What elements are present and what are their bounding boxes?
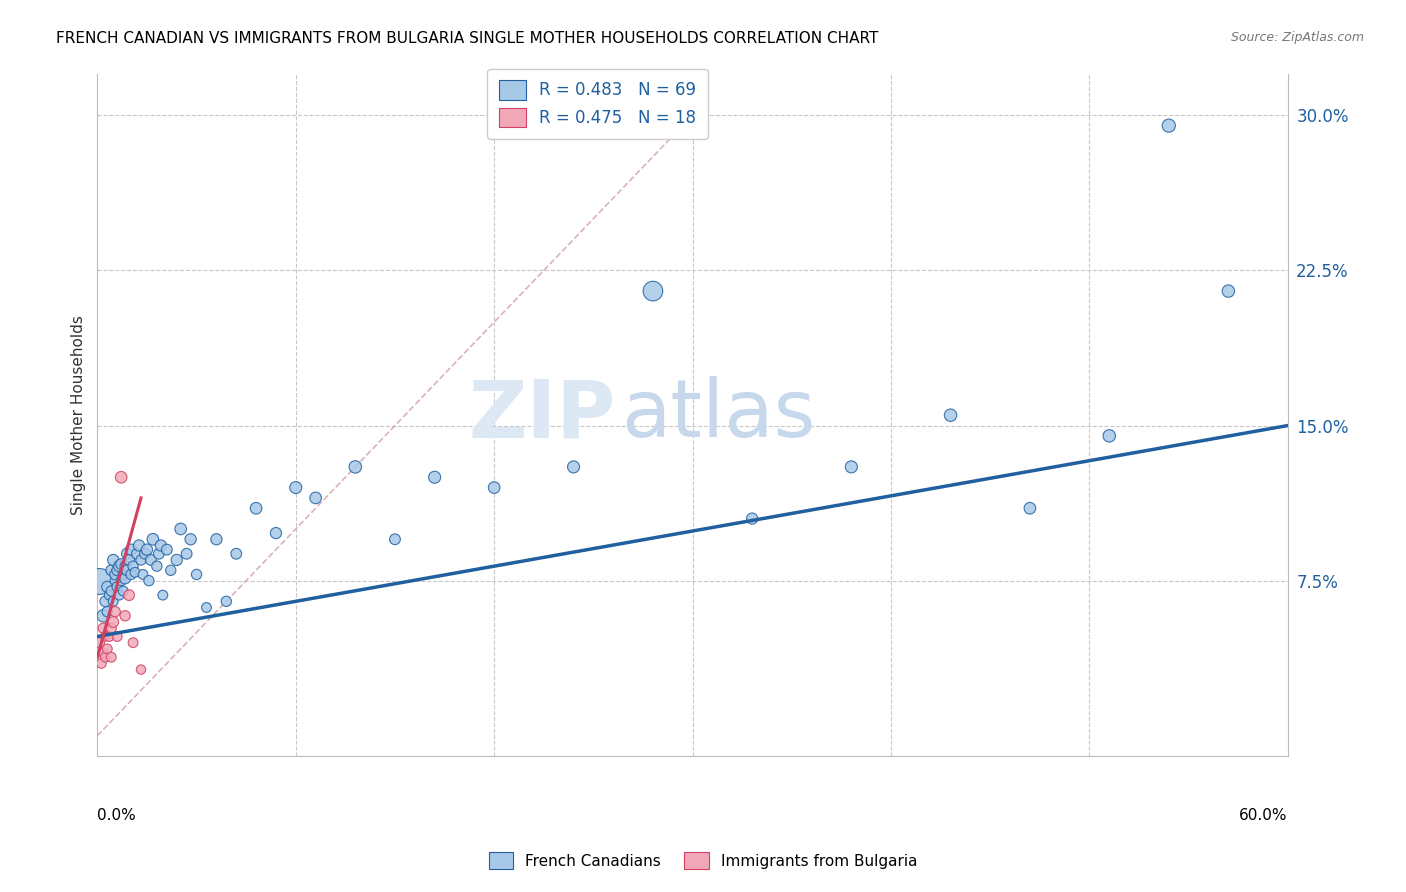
Point bbox=[1157, 119, 1180, 133]
Point bbox=[114, 572, 136, 586]
Point bbox=[104, 574, 127, 588]
Point bbox=[112, 584, 135, 599]
Point bbox=[139, 553, 162, 567]
Point bbox=[132, 567, 155, 582]
Point bbox=[215, 594, 238, 608]
Point bbox=[170, 522, 193, 536]
Point bbox=[108, 559, 131, 574]
Point bbox=[264, 526, 287, 541]
Text: FRENCH CANADIAN VS IMMIGRANTS FROM BULGARIA SINGLE MOTHER HOUSEHOLDS CORRELATION: FRENCH CANADIAN VS IMMIGRANTS FROM BULGA… bbox=[56, 31, 879, 46]
Point bbox=[104, 567, 127, 582]
Point bbox=[122, 636, 145, 650]
Point bbox=[103, 594, 125, 608]
Point bbox=[148, 547, 170, 561]
Point bbox=[105, 630, 128, 644]
Point bbox=[110, 470, 132, 484]
Point bbox=[344, 459, 367, 474]
Point bbox=[96, 605, 118, 619]
Point bbox=[110, 574, 132, 588]
Point bbox=[149, 539, 172, 553]
Point bbox=[103, 553, 125, 567]
Point bbox=[641, 284, 664, 298]
Point bbox=[89, 636, 111, 650]
Point bbox=[138, 574, 160, 588]
Point bbox=[245, 501, 267, 516]
Point bbox=[110, 557, 132, 571]
Point bbox=[100, 584, 122, 599]
Point bbox=[105, 580, 128, 594]
Point bbox=[482, 481, 505, 495]
Point bbox=[741, 511, 763, 525]
Point bbox=[103, 615, 125, 629]
Text: ZIP: ZIP bbox=[468, 376, 616, 454]
Point bbox=[152, 588, 174, 602]
Point bbox=[136, 542, 159, 557]
Point bbox=[124, 566, 146, 580]
Point bbox=[90, 657, 112, 671]
Point bbox=[108, 588, 131, 602]
Point bbox=[91, 646, 114, 660]
Point bbox=[122, 559, 145, 574]
Point bbox=[96, 580, 118, 594]
Point bbox=[118, 588, 141, 602]
Text: atlas: atlas bbox=[621, 376, 815, 454]
Point bbox=[129, 553, 152, 567]
Point bbox=[100, 621, 122, 635]
Point bbox=[156, 542, 179, 557]
Point bbox=[118, 553, 141, 567]
Point bbox=[142, 533, 165, 547]
Point bbox=[1218, 284, 1240, 298]
Point bbox=[91, 608, 114, 623]
Point bbox=[562, 459, 585, 474]
Point bbox=[159, 563, 181, 577]
Point bbox=[176, 547, 198, 561]
Point bbox=[120, 542, 142, 557]
Point bbox=[100, 650, 122, 665]
Point bbox=[89, 574, 111, 588]
Point bbox=[1098, 429, 1121, 443]
Point bbox=[98, 630, 121, 644]
Point bbox=[384, 533, 406, 547]
Point bbox=[115, 563, 138, 577]
Point bbox=[129, 663, 152, 677]
Point bbox=[115, 547, 138, 561]
Point bbox=[284, 481, 307, 495]
Point bbox=[98, 588, 121, 602]
Point bbox=[94, 630, 117, 644]
Point bbox=[225, 547, 247, 561]
Point bbox=[114, 559, 136, 574]
Point bbox=[104, 605, 127, 619]
Point bbox=[120, 567, 142, 582]
Point bbox=[94, 650, 117, 665]
Point bbox=[841, 459, 863, 474]
Point bbox=[128, 539, 150, 553]
Text: 0.0%: 0.0% bbox=[97, 808, 136, 823]
Point bbox=[195, 600, 218, 615]
Point bbox=[304, 491, 326, 505]
Point bbox=[166, 553, 188, 567]
Text: 60.0%: 60.0% bbox=[1239, 808, 1288, 823]
Point bbox=[112, 567, 135, 582]
Point bbox=[134, 547, 156, 561]
Point bbox=[146, 559, 169, 574]
Legend: French Canadians, Immigrants from Bulgaria: French Canadians, Immigrants from Bulgar… bbox=[482, 846, 924, 875]
Point bbox=[105, 563, 128, 577]
Point bbox=[423, 470, 446, 484]
Legend: R = 0.483   N = 69, R = 0.475   N = 18: R = 0.483 N = 69, R = 0.475 N = 18 bbox=[488, 69, 707, 139]
Point bbox=[96, 641, 118, 656]
Text: Source: ZipAtlas.com: Source: ZipAtlas.com bbox=[1230, 31, 1364, 45]
Y-axis label: Single Mother Households: Single Mother Households bbox=[72, 315, 86, 515]
Point bbox=[186, 567, 208, 582]
Point bbox=[205, 533, 228, 547]
Point bbox=[114, 608, 136, 623]
Point bbox=[1019, 501, 1042, 516]
Point bbox=[100, 563, 122, 577]
Point bbox=[94, 594, 117, 608]
Point bbox=[939, 408, 962, 422]
Point bbox=[91, 621, 114, 635]
Point bbox=[180, 533, 202, 547]
Point bbox=[125, 547, 148, 561]
